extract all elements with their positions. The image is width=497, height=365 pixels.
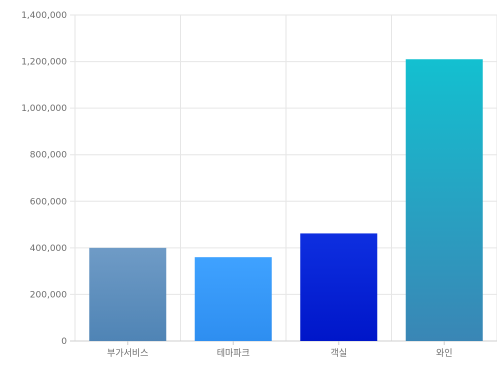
y-tick-label: 1,400,000 — [21, 11, 67, 21]
x-tick-label: 와인 — [436, 347, 453, 359]
y-tick-label: 600,000 — [30, 197, 67, 207]
bar — [300, 233, 378, 341]
y-tick-label: 200,000 — [30, 290, 67, 300]
x-tick-label: 객실 — [330, 348, 347, 359]
y-tick-label: 800,000 — [30, 151, 67, 161]
bar — [405, 59, 483, 341]
y-axis-ticks: 0 200,000 400,000 600,000 800,000 1,000,000 1,… — [21, 11, 67, 347]
y-tick-label: 0 — [61, 337, 67, 347]
bars — [89, 59, 483, 341]
x-tick-label: 테마파크 — [217, 348, 250, 359]
y-tick-label: 1,000,000 — [21, 104, 67, 114]
x-axis-ticks: 부가서비스 테마파크 객실 와인 — [107, 341, 453, 359]
bar — [89, 247, 167, 341]
y-tick-label: 400,000 — [30, 244, 67, 254]
y-tick-label: 1,200,000 — [21, 58, 67, 68]
x-tick-label: 부가서비스 — [107, 348, 148, 359]
bar — [194, 257, 272, 341]
